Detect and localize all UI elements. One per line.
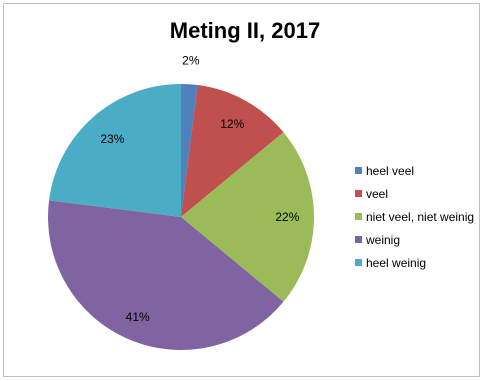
legend-label: heel veel xyxy=(366,164,414,178)
legend-label: veel xyxy=(366,187,388,201)
legend-swatch xyxy=(355,259,362,266)
pie-slice-weinig xyxy=(47,200,284,351)
pie-slices xyxy=(47,84,314,351)
pie-data-label: 2% xyxy=(182,53,200,67)
legend-label: weinig xyxy=(365,233,400,247)
pie-data-labels: 2% 12% 22% 41% 23% xyxy=(100,53,299,324)
legend-swatch xyxy=(355,190,362,197)
legend-swatch xyxy=(355,236,362,243)
pie-data-label: 12% xyxy=(220,117,244,131)
pie-data-label: 41% xyxy=(126,310,150,324)
pie-data-label: 22% xyxy=(275,210,299,224)
pie-slice-heel-veel xyxy=(181,84,198,217)
pie-data-label: 23% xyxy=(100,132,124,146)
legend-swatch xyxy=(355,213,362,220)
pie-slice-niet-veel-niet-weinig xyxy=(181,132,314,302)
pie-slice-heel-weinig xyxy=(49,84,182,217)
pie-slice-veel xyxy=(181,85,284,218)
chart-title: Meting II, 2017 xyxy=(169,18,321,43)
legend-label: niet veel, niet weinig xyxy=(366,210,474,224)
chart-legend: heel veel veel niet veel, niet weinig weini… xyxy=(355,164,474,270)
legend-swatch xyxy=(355,167,362,174)
legend-label: heel weinig xyxy=(366,256,426,270)
